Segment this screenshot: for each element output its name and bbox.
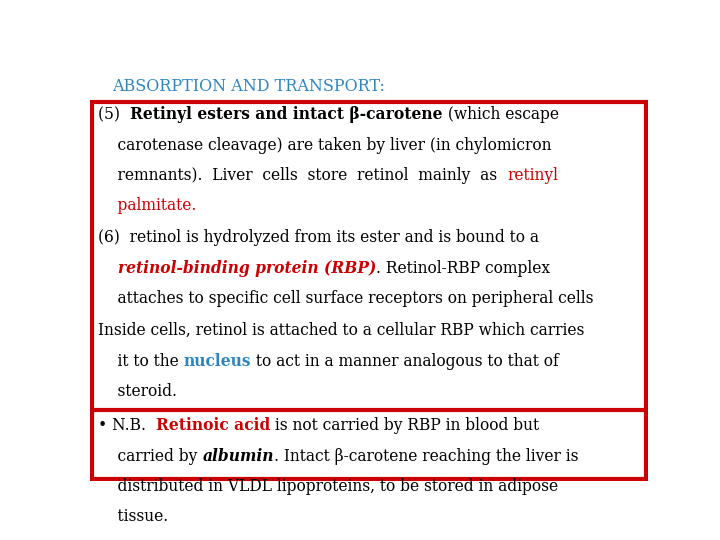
Text: distributed in VLDL lipoproteins, to be stored in adipose: distributed in VLDL lipoproteins, to be … (99, 478, 559, 495)
Text: . Retinol-RBP complex: . Retinol-RBP complex (377, 260, 550, 277)
Text: • N.B.: • N.B. (99, 417, 156, 434)
Text: nucleus: nucleus (184, 353, 251, 369)
Text: albumin: albumin (202, 448, 274, 465)
Text: retinyl: retinyl (508, 167, 558, 184)
Text: carotenase cleavage) are taken by liver (in chylomicron: carotenase cleavage) are taken by liver … (99, 137, 552, 154)
Text: it to the: it to the (99, 353, 184, 369)
Text: carried by: carried by (99, 448, 202, 465)
Text: Retinoic acid: Retinoic acid (156, 417, 271, 434)
Text: ABSORPTION AND TRANSPORT:: ABSORPTION AND TRANSPORT: (112, 78, 385, 95)
Text: (which escape: (which escape (443, 106, 559, 123)
Text: palmitate.: palmitate. (99, 198, 197, 214)
Text: . Intact β-carotene reaching the liver is: . Intact β-carotene reaching the liver i… (274, 448, 579, 465)
Text: is not carried by RBP in blood but: is not carried by RBP in blood but (271, 417, 539, 434)
Text: retinol-binding protein (RBP): retinol-binding protein (RBP) (118, 260, 377, 277)
Text: attaches to specific cell surface receptors on peripheral cells: attaches to specific cell surface recept… (99, 290, 594, 307)
Text: tissue.: tissue. (99, 509, 168, 525)
Text: steroid.: steroid. (99, 383, 177, 400)
Text: Retinyl esters and intact β-carotene: Retinyl esters and intact β-carotene (130, 106, 443, 123)
Text: (5): (5) (99, 106, 130, 123)
Text: remnants).  Liver  cells  store  retinol  mainly  as: remnants). Liver cells store retinol mai… (99, 167, 508, 184)
Text: to act in a manner analogous to that of: to act in a manner analogous to that of (251, 353, 559, 369)
Text: (6)  retinol is hydrolyzed from its ester and is bound to a: (6) retinol is hydrolyzed from its ester… (99, 230, 539, 246)
Text: Inside cells, retinol is attached to a cellular RBP which carries: Inside cells, retinol is attached to a c… (99, 322, 585, 339)
